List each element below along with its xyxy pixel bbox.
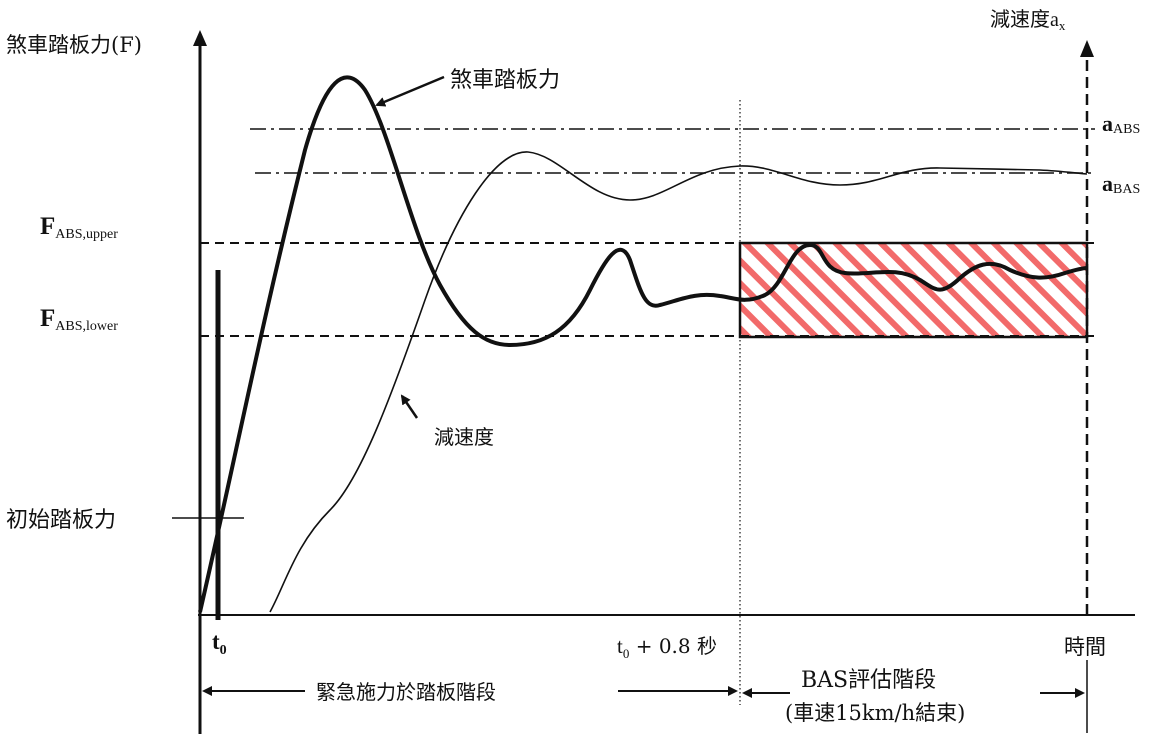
decel-curve (269, 151, 1088, 613)
time-label: 時間 (1064, 635, 1106, 659)
f-lower-label: FABS,lower (40, 305, 118, 334)
bas-eval-region (738, 241, 1089, 339)
t08-label: t0 + 0.8 秒 (617, 634, 717, 661)
pedal-curve-label: 煞車踏板力 (450, 68, 560, 93)
pedal-label-arrow (375, 75, 445, 107)
left-axis-title: 煞車踏板力(F) (6, 33, 142, 57)
t0-label: t0 (212, 629, 227, 658)
emergency-phase-label: 緊急施力於踏板階段 (316, 680, 496, 704)
f-upper-label: FABS,upper (40, 213, 118, 242)
initial-pedal-label: 初始踏板力 (6, 508, 116, 533)
right-axis-title: 減速度ax (990, 7, 1066, 33)
decel-curve-label: 減速度 (434, 425, 494, 449)
a-bas-label: aBAS (1102, 171, 1140, 197)
bas-phase-label: BAS評估階段 (801, 668, 936, 693)
pedal-force-curve (198, 75, 1088, 613)
y-axis-arrow (193, 30, 207, 46)
decel-axis-arrow (1080, 40, 1094, 57)
bas-phase-sub-label: (車速15km/h結束) (785, 701, 965, 725)
a-abs-label: aABS (1102, 111, 1140, 137)
decel-label-arrow (400, 394, 419, 419)
